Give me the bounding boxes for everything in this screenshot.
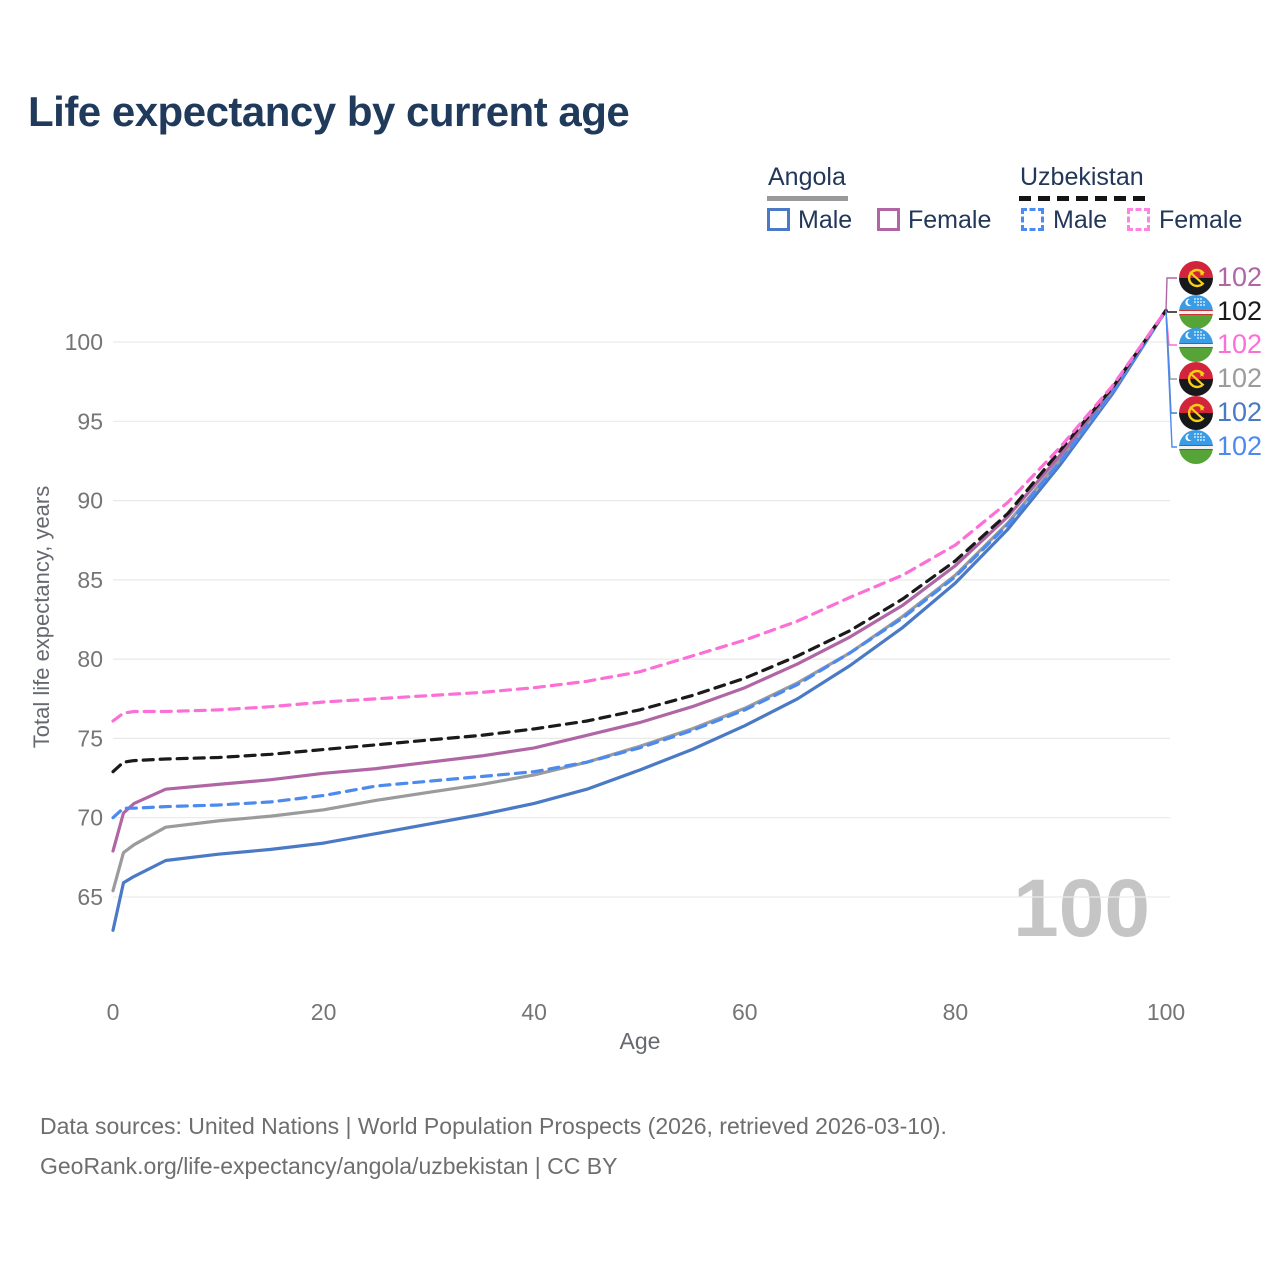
legend-uzbekistan-male-swatch-icon xyxy=(1021,208,1044,231)
legend-uzbekistan-female-swatch-icon xyxy=(1127,208,1150,231)
x-axis-title: Age xyxy=(619,1028,661,1054)
age-counter-watermark: 100 xyxy=(1013,863,1150,954)
flag-angola-icon xyxy=(1179,362,1213,396)
x-tick-label: 100 xyxy=(1147,999,1185,1025)
flag-uzbekistan-icon xyxy=(1179,328,1213,362)
y-tick-label: 65 xyxy=(77,884,103,910)
footer-data-sources: Data sources: United Nations | World Pop… xyxy=(40,1113,947,1139)
end-value-label-uzbekistan-female: 102 xyxy=(1217,329,1263,359)
end-value-label-uzbekistan-male: 102 xyxy=(1217,431,1263,461)
series-line-angola-male xyxy=(111,308,1168,932)
end-value-label-angola-female: 102 xyxy=(1217,262,1263,292)
end-value-label-angola-male: 102 xyxy=(1217,397,1263,427)
series-line-uzbekistan-male xyxy=(111,308,1168,820)
y-tick-label: 70 xyxy=(77,805,103,831)
legend-uzbekistan-male-label: Male xyxy=(1053,206,1108,234)
y-tick-label: 90 xyxy=(77,488,103,514)
x-tick-label: 60 xyxy=(732,999,758,1025)
end-value-label-angola-both: 102 xyxy=(1217,363,1263,393)
end-value-label-uzbekistan-both: 102 xyxy=(1217,296,1263,326)
callout-leader-line xyxy=(1165,277,1177,312)
flag-uzbekistan-icon xyxy=(1179,295,1213,329)
x-tick-label: 40 xyxy=(521,999,547,1025)
footer: Data sources: United Nations | World Pop… xyxy=(40,1106,947,1186)
legend-uzbekistan-female-label: Female xyxy=(1159,206,1243,234)
y-tick-label: 80 xyxy=(77,646,103,672)
legend-angola-male-label: Male xyxy=(798,206,853,234)
flag-angola-icon xyxy=(1179,396,1213,430)
y-tick-label: 75 xyxy=(77,725,103,751)
legend-angola-header: Angola xyxy=(768,163,846,191)
x-tick-label: 0 xyxy=(107,999,120,1025)
series-line-angola-female xyxy=(111,308,1168,853)
page-title: Life expectancy by current age xyxy=(28,88,630,135)
legend-angola-male-swatch-icon xyxy=(767,208,790,231)
x-tick-label: 20 xyxy=(311,999,337,1025)
legend-angola-female-label: Female xyxy=(908,206,992,234)
callout-leader-line xyxy=(1165,310,1177,448)
series-line-uzbekistan-female xyxy=(111,308,1168,723)
legend-angola-underline xyxy=(767,196,848,201)
legend-angola-female-swatch-icon xyxy=(877,208,900,231)
y-tick-label: 100 xyxy=(65,329,103,355)
legend-uzbekistan-underline xyxy=(1019,196,1149,201)
flag-angola-icon xyxy=(1179,261,1213,295)
y-tick-label: 95 xyxy=(77,408,103,434)
series-line-uzbekistan-both xyxy=(111,308,1168,774)
footer-attribution: GeoRank.org/life-expectancy/angola/uzbek… xyxy=(40,1153,618,1179)
y-tick-label: 85 xyxy=(77,567,103,593)
x-tick-label: 80 xyxy=(943,999,969,1025)
legend-uzbekistan-header: Uzbekistan xyxy=(1020,163,1144,191)
flag-uzbekistan-icon xyxy=(1179,430,1213,464)
